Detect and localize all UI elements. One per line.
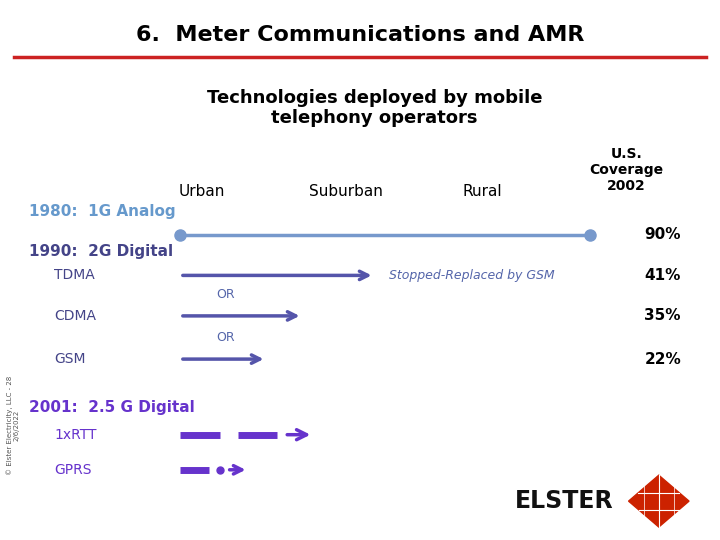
Text: ELSTER: ELSTER	[515, 489, 613, 513]
Text: U.S.
Coverage
2002: U.S. Coverage 2002	[590, 147, 663, 193]
Text: CDMA: CDMA	[54, 309, 96, 323]
Text: Rural: Rural	[462, 184, 503, 199]
Text: 6.  Meter Communications and AMR: 6. Meter Communications and AMR	[136, 25, 584, 45]
Text: OR: OR	[216, 331, 235, 344]
Text: Stopped-Replaced by GSM: Stopped-Replaced by GSM	[389, 269, 554, 282]
Text: 1xRTT: 1xRTT	[54, 428, 96, 442]
Polygon shape	[629, 475, 689, 527]
Text: Urban: Urban	[179, 184, 225, 199]
Text: GPRS: GPRS	[54, 463, 91, 477]
Text: 90%: 90%	[644, 227, 681, 242]
Text: OR: OR	[216, 288, 235, 301]
Text: © Elster Electricity, LLC - 28
2/6/2022: © Elster Electricity, LLC - 28 2/6/2022	[6, 376, 19, 475]
Text: 22%: 22%	[644, 352, 681, 367]
Text: Technologies deployed by mobile
telephony operators: Technologies deployed by mobile telephon…	[207, 89, 542, 127]
Text: 41%: 41%	[644, 268, 681, 283]
Text: 2001:  2.5 G Digital: 2001: 2.5 G Digital	[29, 400, 194, 415]
Text: 1980:  1G Analog: 1980: 1G Analog	[29, 204, 176, 219]
Text: Suburban: Suburban	[309, 184, 382, 199]
Text: TDMA: TDMA	[54, 268, 95, 282]
Text: 1990:  2G Digital: 1990: 2G Digital	[29, 244, 173, 259]
Text: 35%: 35%	[644, 308, 681, 323]
Text: GSM: GSM	[54, 352, 86, 366]
